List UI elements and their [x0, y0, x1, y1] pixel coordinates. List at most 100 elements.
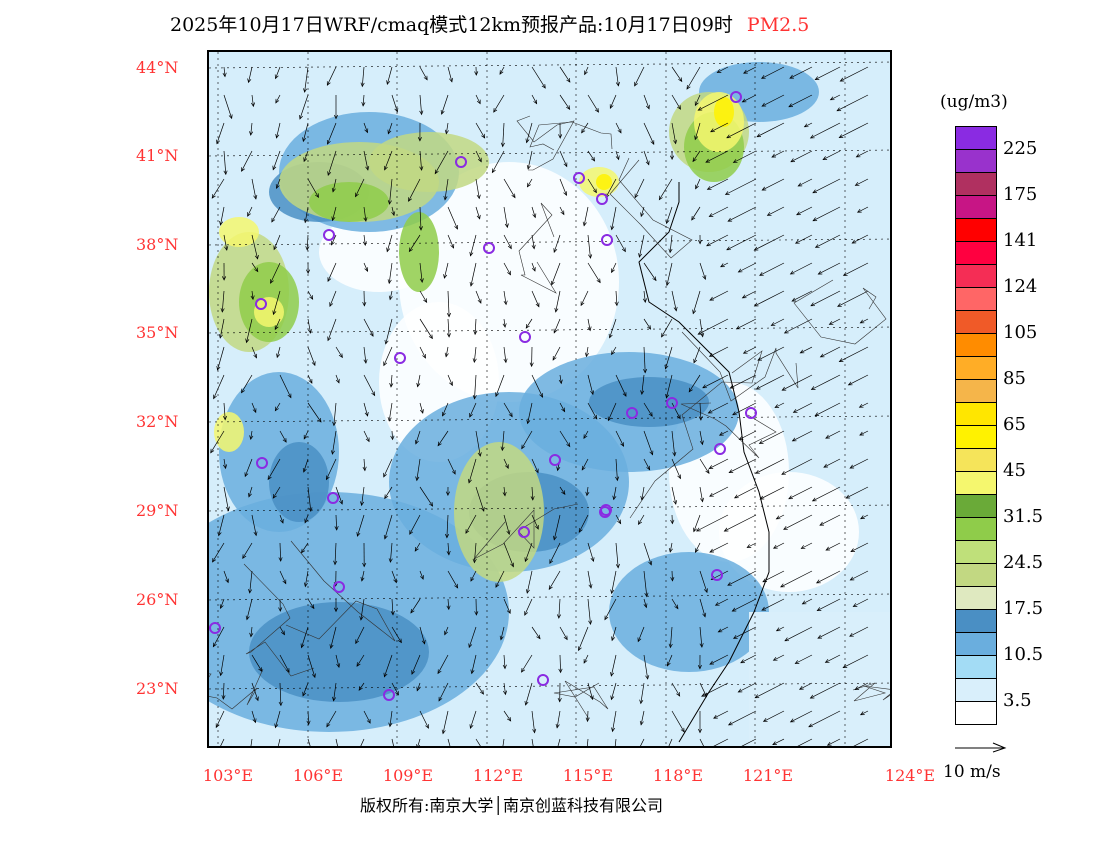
wind-arrow-icon	[277, 738, 281, 746]
wind-arrow-icon	[640, 486, 645, 501]
wind-arrow-icon	[814, 234, 841, 248]
wind-arrow-icon	[502, 654, 507, 670]
wind-arrow-icon	[531, 710, 537, 734]
wind-arrow-icon	[335, 486, 343, 505]
wind-arrow-icon	[775, 626, 785, 632]
wind-arrow-icon	[469, 234, 477, 257]
wind-arrow-icon	[789, 262, 813, 275]
wind-arrow-icon	[531, 374, 543, 398]
wind-arrow-icon	[531, 262, 536, 272]
wind-arrow-icon	[388, 542, 393, 563]
colorbar-swatch	[956, 449, 996, 472]
colorbar-swatch	[956, 334, 996, 357]
wind-arrow-icon	[307, 402, 322, 423]
wind-arrow-icon	[502, 486, 507, 497]
latitude-gridline	[209, 682, 890, 690]
wind-arrow-icon	[331, 234, 337, 246]
colorbar-label: 105	[1003, 322, 1038, 343]
colorbar-label: 17.5	[1003, 598, 1044, 619]
wind-arrow-icon	[801, 598, 813, 605]
wind-arrow-icon	[732, 402, 757, 416]
wind-arrow-icon	[465, 514, 477, 534]
city-station-marker	[666, 397, 678, 409]
concentration-area	[249, 602, 429, 702]
wind-arrow-icon	[419, 66, 428, 81]
wind-arrow-icon	[223, 570, 229, 584]
wind-arrow-icon	[812, 178, 841, 194]
longitude-label: 118°E	[652, 766, 704, 785]
wind-arrow-icon	[668, 626, 673, 649]
wind-arrow-icon	[441, 710, 449, 735]
wind-arrow-icon	[503, 542, 514, 568]
wind-arrow-icon	[278, 682, 283, 707]
city-station-marker	[537, 674, 549, 686]
wind-arrow-icon	[388, 290, 393, 301]
concentration-area	[454, 442, 544, 582]
wind-arrow-icon	[714, 598, 729, 606]
wind-arrow-icon	[474, 598, 479, 616]
wind-arrow-icon	[384, 486, 393, 500]
wind-arrow-icon	[552, 346, 561, 361]
wind-arrow-icon	[363, 206, 368, 222]
wind-arrow-icon	[355, 626, 365, 645]
wind-arrow-icon	[584, 66, 589, 76]
wind-arrow-icon	[741, 290, 757, 299]
wind-arrow-icon	[437, 654, 449, 675]
wind-arrow-icon	[553, 234, 561, 253]
wind-arrow-icon	[671, 430, 677, 457]
wind-arrow-icon	[305, 234, 310, 251]
wind-arrow-icon	[740, 654, 757, 664]
wind-arrow-icon	[772, 654, 785, 661]
wind-arrow-icon	[741, 738, 757, 746]
wind-arrow-icon	[331, 206, 337, 222]
wind-arrow-icon	[762, 710, 785, 722]
wind-arrow-icon	[307, 654, 316, 679]
province-border	[518, 202, 557, 294]
wind-arrow-icon	[391, 626, 402, 644]
wind-arrow-icon	[727, 570, 757, 586]
wind-arrow-icon	[219, 598, 225, 609]
wind-arrow-icon	[332, 682, 337, 702]
wind-arrow-icon	[303, 570, 309, 588]
wind-arrow-icon	[615, 234, 626, 253]
wind-arrow-icon	[363, 262, 369, 272]
wind-arrow-icon	[434, 150, 449, 175]
province-border	[793, 279, 887, 345]
wind-arrow-icon	[531, 458, 539, 474]
wind-arrow-icon	[614, 290, 619, 307]
wind-arrow-icon	[796, 206, 813, 216]
wind-arrow-icon	[475, 682, 484, 695]
wind-arrow-icon	[772, 542, 785, 549]
wind-arrow-icon	[416, 374, 421, 388]
wind-arrow-icon	[491, 150, 505, 174]
wind-arrow-icon	[825, 430, 841, 439]
wind-arrow-icon	[670, 570, 675, 582]
province-border	[629, 350, 763, 519]
wind-arrow-icon	[217, 514, 225, 537]
wind-arrow-icon	[362, 458, 367, 472]
wind-arrow-icon	[733, 486, 757, 499]
chart-title: 2025年10月17日WRF/cmaq模式12km预报产品:10月17日09时 P…	[170, 10, 809, 37]
wind-arrow-icon	[808, 710, 841, 728]
wind-arrow-icon	[221, 262, 227, 281]
wind-arrow-icon	[587, 234, 593, 259]
wind-arrow-icon	[694, 122, 701, 141]
wind-arrow-icon	[419, 626, 426, 645]
wind-arrow-icon	[211, 178, 225, 199]
wind-arrow-icon	[643, 598, 648, 609]
wind-arrow-icon	[582, 206, 589, 227]
province-border	[680, 402, 777, 459]
wind-arrow-icon	[671, 458, 681, 480]
wind-arrow-icon	[774, 402, 785, 408]
colorbar-swatch	[956, 311, 996, 334]
wind-arrow-icon	[797, 178, 813, 187]
wind-arrow-icon	[363, 122, 369, 134]
wind-arrow-icon	[761, 94, 785, 107]
wind-arrow-icon	[279, 626, 285, 636]
wind-arrow-icon	[611, 262, 617, 274]
wind-arrow-icon	[771, 150, 785, 158]
wind-arrow-icon	[387, 178, 393, 205]
colorbar-swatch	[956, 656, 996, 679]
wind-arrow-icon	[556, 598, 562, 619]
wind-arrow-icon	[665, 374, 673, 399]
